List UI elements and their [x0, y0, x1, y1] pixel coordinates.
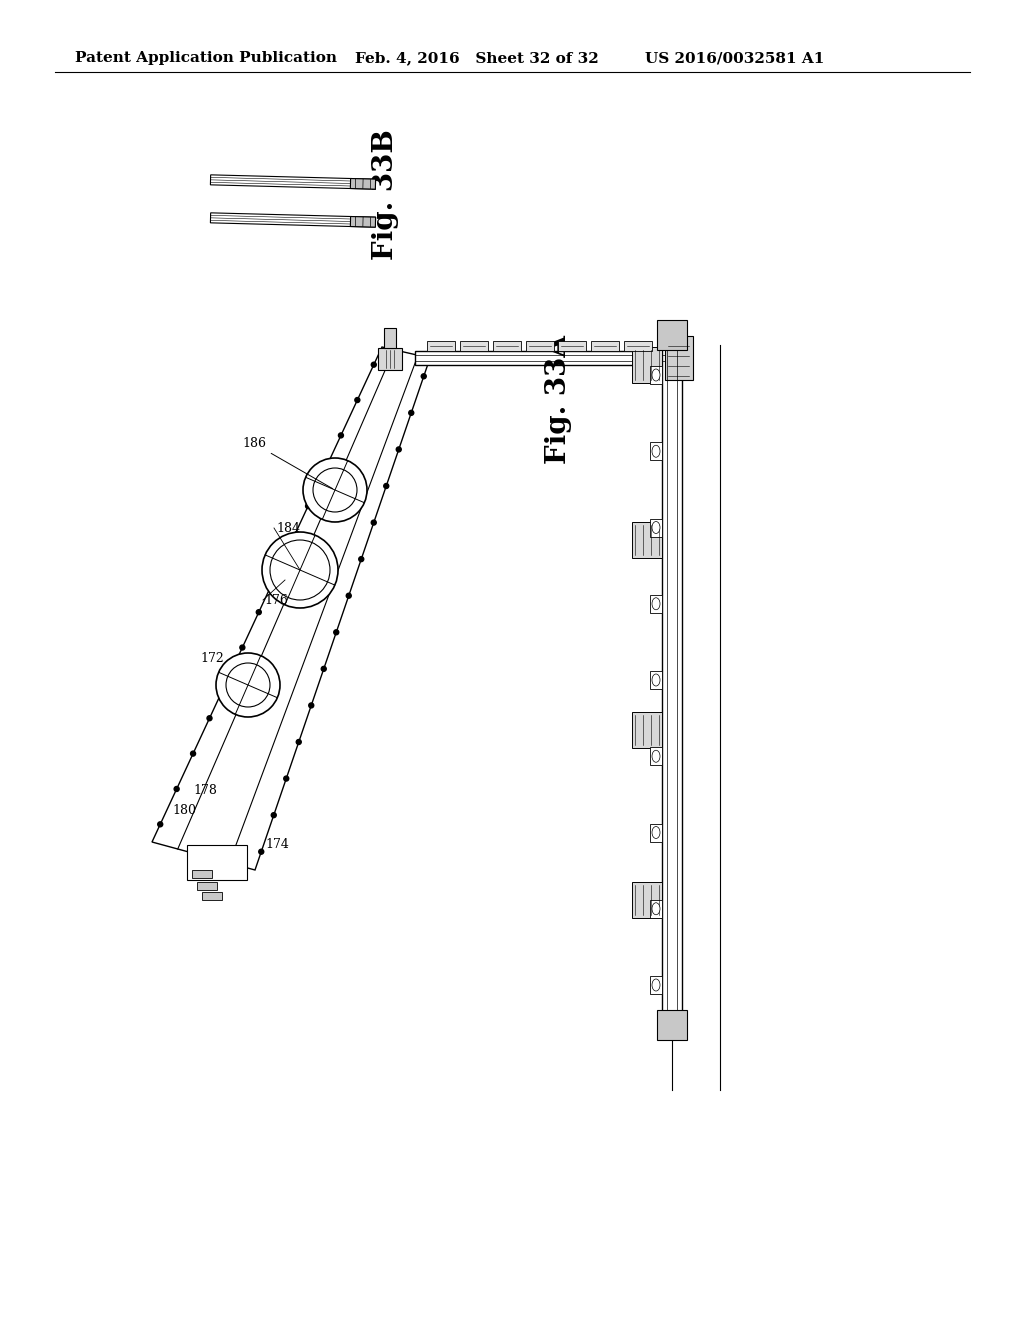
Bar	[662, 345, 682, 1015]
Ellipse shape	[652, 826, 660, 838]
Circle shape	[223, 680, 228, 685]
Polygon shape	[350, 178, 376, 189]
Bar	[384, 327, 396, 348]
Bar	[650, 747, 662, 766]
Text: US 2016/0032581 A1: US 2016/0032581 A1	[645, 51, 824, 65]
Bar	[650, 366, 662, 384]
Circle shape	[262, 532, 338, 609]
Bar	[657, 319, 687, 350]
Circle shape	[259, 849, 264, 854]
Text: 184: 184	[276, 521, 300, 535]
Circle shape	[270, 540, 330, 601]
Circle shape	[303, 458, 367, 521]
Bar	[197, 882, 217, 890]
Circle shape	[358, 557, 364, 561]
Bar	[415, 351, 670, 366]
Bar	[624, 341, 652, 351]
Circle shape	[226, 663, 270, 708]
Circle shape	[322, 469, 327, 474]
Circle shape	[396, 447, 401, 451]
Text: 180: 180	[172, 804, 196, 817]
Circle shape	[346, 593, 351, 598]
Circle shape	[338, 433, 343, 438]
Ellipse shape	[652, 675, 660, 686]
Bar	[650, 824, 662, 842]
Circle shape	[421, 374, 426, 379]
Circle shape	[284, 776, 289, 781]
Circle shape	[313, 469, 357, 512]
Bar	[650, 671, 662, 689]
Text: 186: 186	[242, 437, 333, 488]
Bar	[187, 845, 247, 880]
Text: Fig. 33A: Fig. 33A	[545, 335, 572, 465]
Circle shape	[256, 610, 261, 615]
Polygon shape	[210, 213, 376, 227]
Bar	[202, 892, 222, 900]
Polygon shape	[152, 347, 430, 870]
Bar	[460, 341, 487, 351]
Circle shape	[334, 630, 339, 635]
Circle shape	[305, 504, 310, 508]
Text: Feb. 4, 2016   Sheet 32 of 32: Feb. 4, 2016 Sheet 32 of 32	[355, 51, 599, 65]
Circle shape	[372, 362, 376, 367]
Circle shape	[190, 751, 196, 756]
Ellipse shape	[652, 521, 660, 533]
Bar	[665, 337, 693, 380]
Bar	[632, 521, 662, 558]
Circle shape	[296, 739, 301, 744]
Bar	[591, 341, 620, 351]
Circle shape	[240, 645, 245, 649]
Ellipse shape	[652, 903, 660, 915]
Bar	[632, 347, 662, 383]
Text: Fig. 33B: Fig. 33B	[372, 129, 399, 260]
Circle shape	[355, 397, 359, 403]
Bar	[650, 900, 662, 917]
Text: 172: 172	[200, 652, 224, 664]
Ellipse shape	[652, 979, 660, 991]
Bar	[193, 870, 212, 878]
Circle shape	[384, 483, 389, 488]
Bar	[632, 882, 662, 917]
Circle shape	[272, 574, 278, 579]
Circle shape	[372, 520, 376, 525]
Polygon shape	[350, 216, 376, 227]
Circle shape	[174, 787, 179, 792]
Text: 174: 174	[265, 838, 289, 851]
Circle shape	[216, 653, 280, 717]
Bar	[378, 348, 402, 370]
Text: Patent Application Publication: Patent Application Publication	[75, 51, 337, 65]
Circle shape	[409, 411, 414, 416]
Circle shape	[309, 704, 313, 708]
Text: 178: 178	[193, 784, 217, 796]
Bar	[650, 442, 662, 461]
Text: 176: 176	[264, 594, 288, 606]
Bar	[650, 519, 662, 536]
Bar	[650, 595, 662, 612]
Ellipse shape	[652, 370, 660, 381]
Bar	[493, 341, 520, 351]
Polygon shape	[210, 174, 376, 189]
Ellipse shape	[652, 750, 660, 762]
Bar	[558, 341, 587, 351]
Circle shape	[207, 715, 212, 721]
Bar	[632, 711, 662, 748]
Bar	[427, 341, 455, 351]
Circle shape	[322, 667, 327, 672]
Bar	[657, 1010, 687, 1040]
Bar	[525, 341, 554, 351]
Circle shape	[289, 539, 294, 544]
Ellipse shape	[652, 445, 660, 457]
Bar	[650, 975, 662, 994]
Circle shape	[271, 813, 276, 817]
Ellipse shape	[652, 598, 660, 610]
Circle shape	[158, 822, 163, 826]
